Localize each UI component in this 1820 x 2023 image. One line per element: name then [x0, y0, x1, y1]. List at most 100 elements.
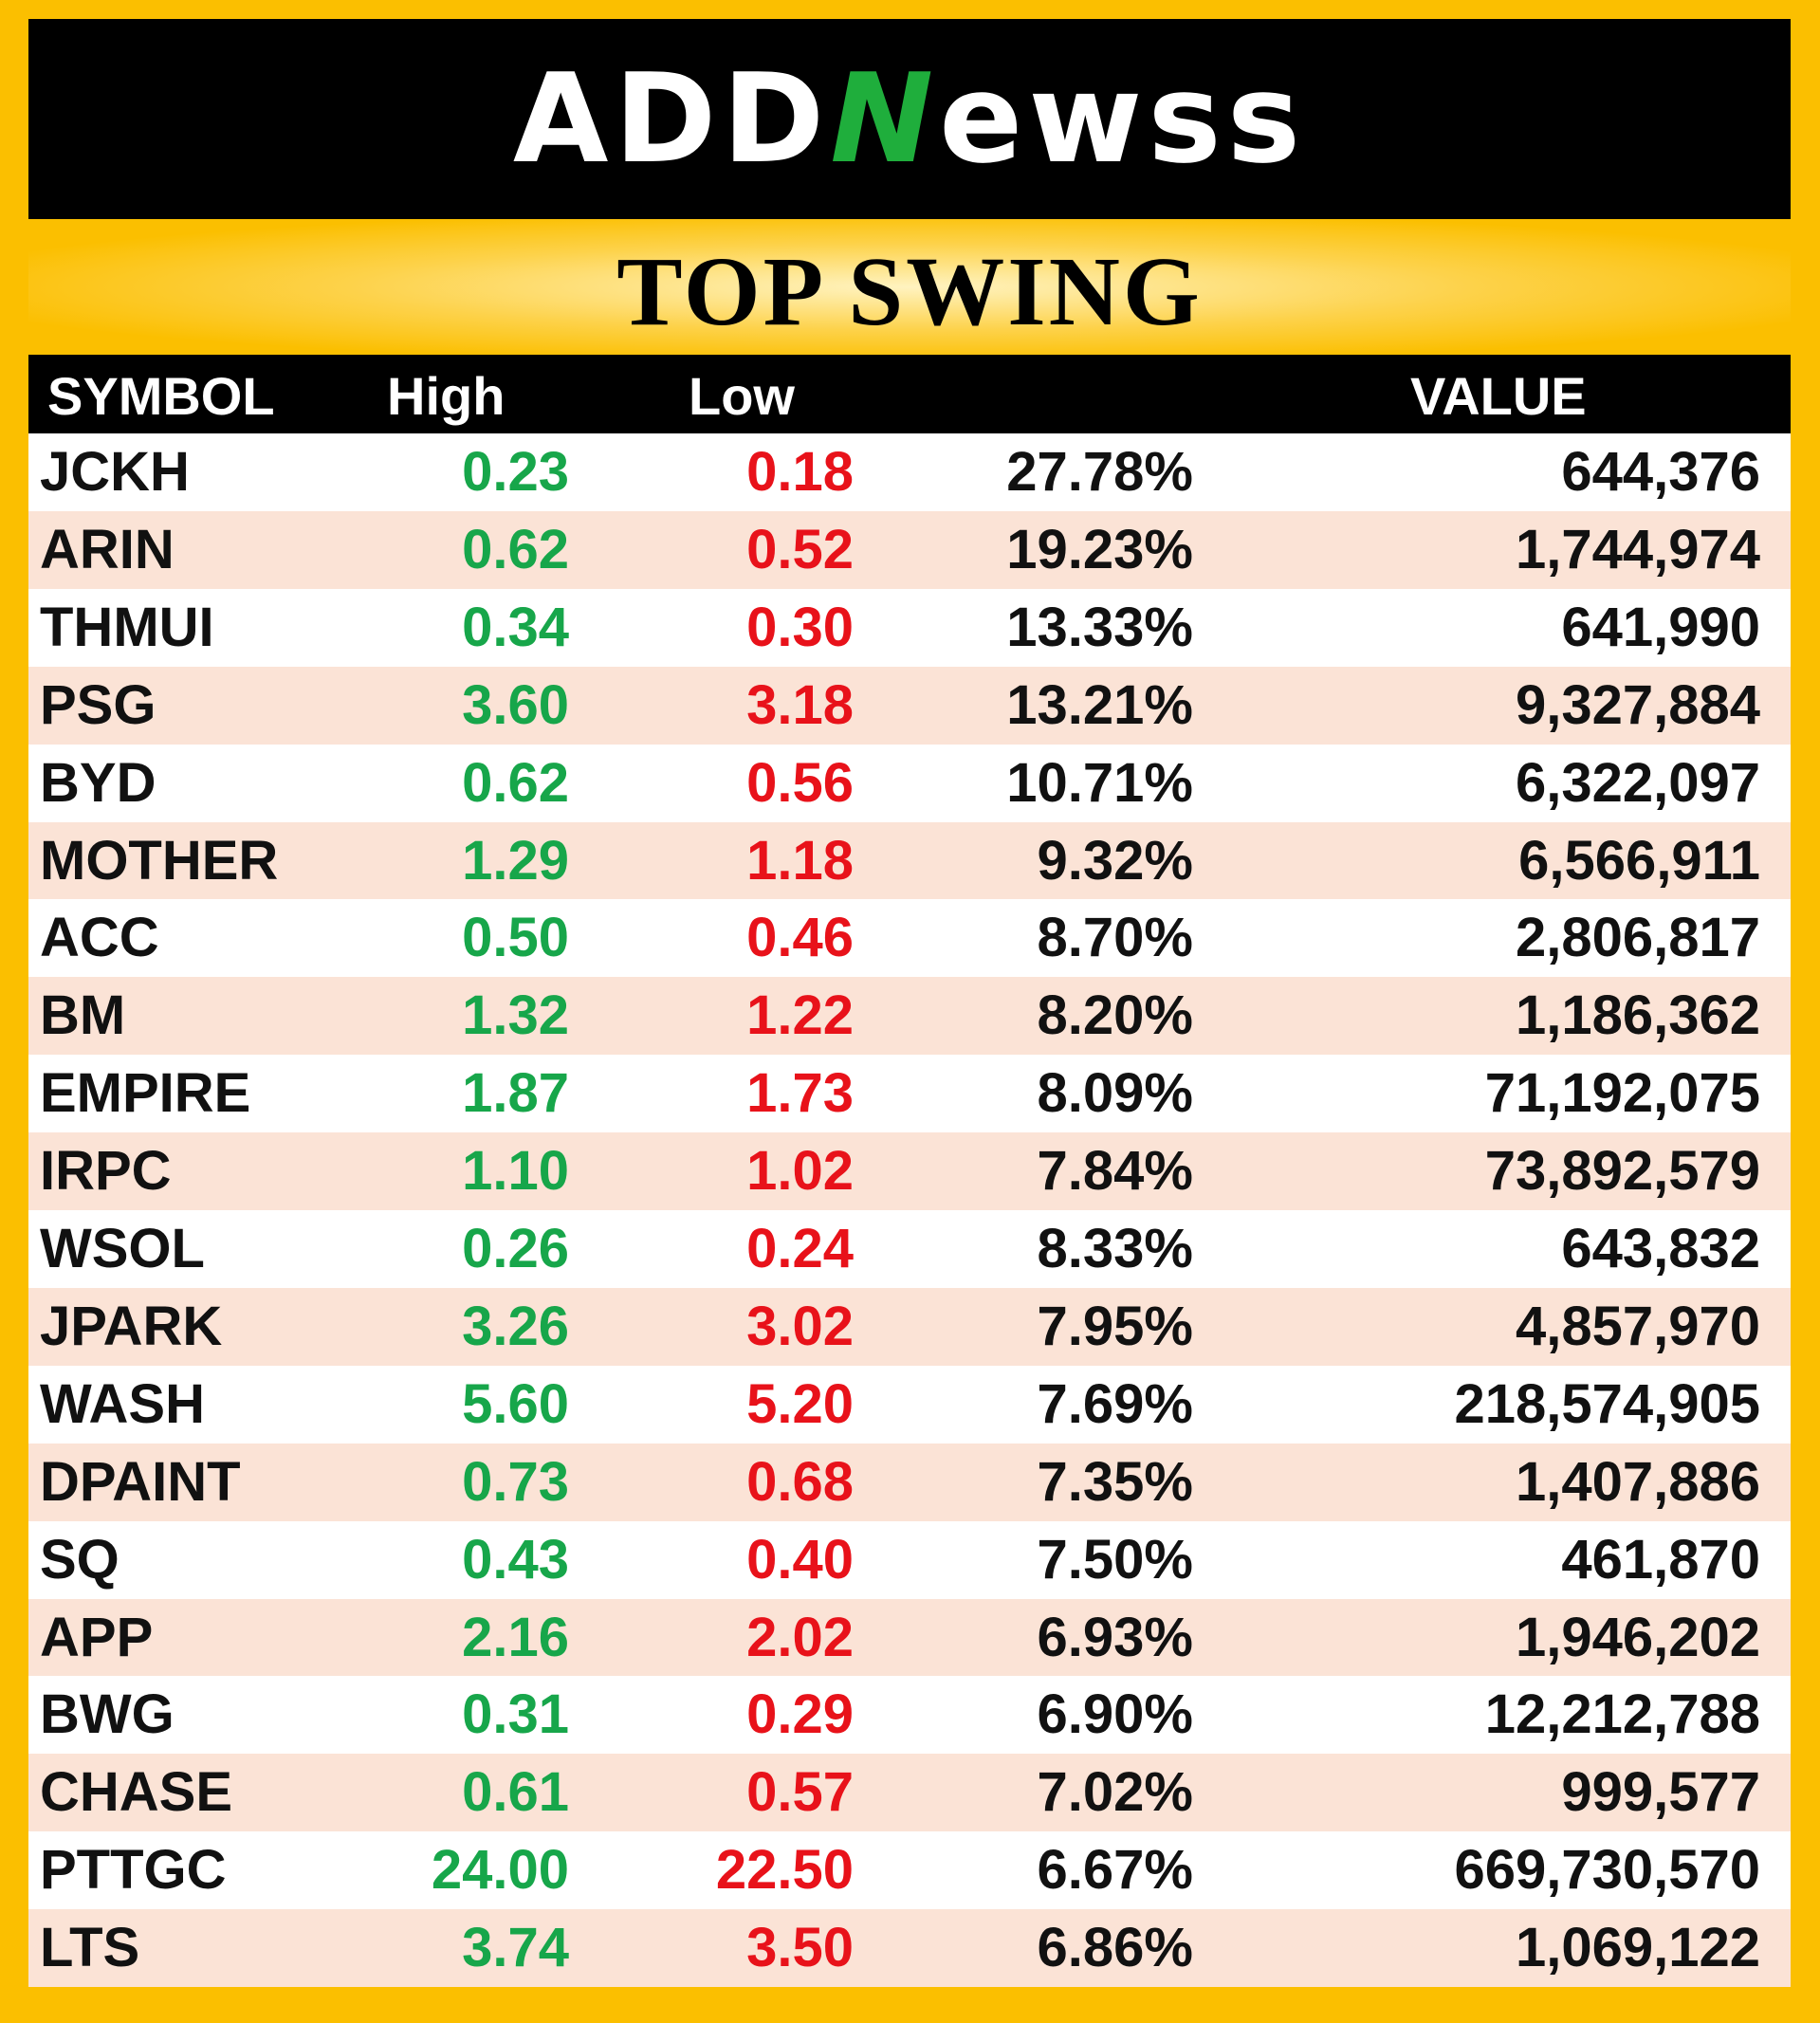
table-cell: 0.31: [462, 1683, 569, 1746]
table-cell: THMUI: [40, 596, 214, 658]
table-cell: 1,744,974: [1515, 518, 1760, 580]
table-row: EMPIRE 1.87 1.73 8.09% 71,192,075: [28, 1055, 1791, 1133]
table-cell: 1.02: [746, 1140, 854, 1203]
table-cell: 644,376: [1561, 441, 1760, 503]
title: TOP SWING: [616, 237, 1203, 346]
table-cell: 6.93%: [1037, 1606, 1193, 1668]
table-cell: 8.09%: [1037, 1062, 1193, 1125]
table-row: CHASE 0.61 0.57 7.02% 999,577: [28, 1754, 1791, 1832]
table-cell: 643,832: [1561, 1218, 1760, 1279]
table-cell: 3.26: [462, 1295, 569, 1357]
table-cell: 7.02%: [1037, 1761, 1193, 1824]
table-cell: 641,990: [1561, 596, 1760, 658]
table-cell: BWG: [40, 1683, 175, 1746]
table-cell: 3.02: [746, 1295, 854, 1357]
table-cell: LTS: [40, 1917, 140, 1979]
logo-mark: N: [830, 46, 940, 191]
table-cell: 9.32%: [1037, 829, 1193, 892]
table-cell: 8.70%: [1037, 907, 1193, 969]
table-cell: 0.46: [746, 907, 854, 969]
table-cell: 3.18: [746, 673, 854, 736]
table-cell: BM: [40, 984, 126, 1047]
table-row: DPAINT 0.73 0.68 7.35% 1,407,886: [28, 1443, 1791, 1521]
table-cell: 0.52: [746, 518, 854, 580]
table-cell: 7.84%: [1037, 1140, 1193, 1203]
table-cell: PTTGC: [40, 1839, 227, 1902]
table-cell: 5.60: [462, 1372, 569, 1435]
table-cell: 6.90%: [1037, 1683, 1193, 1746]
table-cell: 71,192,075: [1484, 1062, 1760, 1125]
table-cell: 3.50: [746, 1917, 854, 1979]
table-cell: SQ: [40, 1528, 119, 1591]
table-row: BWG 0.31 0.29 6.90% 12,212,788: [28, 1676, 1791, 1755]
column-header: VALUE: [1410, 366, 1587, 426]
table-cell: 7.50%: [1037, 1528, 1193, 1591]
table-cell: 0.18: [746, 441, 854, 503]
table-cell: 27.78%: [1006, 441, 1193, 503]
column-header: SYMBOL: [47, 366, 275, 426]
table-cell: 0.56: [746, 751, 854, 814]
table-cell: 7.69%: [1037, 1372, 1193, 1435]
table-cell: CHASE: [40, 1761, 233, 1824]
table-header: SYMBOL High Low VALUE: [28, 355, 1791, 433]
table-cell: 1.10: [462, 1140, 569, 1203]
table-cell: 3.60: [462, 673, 569, 736]
table-row: WSOL 0.26 0.24 8.33% 643,832: [28, 1210, 1791, 1288]
table-cell: 5.20: [746, 1372, 854, 1435]
table-row: JCKH 0.23 0.18 27.78% 644,376: [28, 433, 1791, 511]
table-cell: 1.73: [746, 1062, 854, 1125]
table-cell: WASH: [40, 1372, 205, 1435]
table-cell: 0.43: [462, 1528, 569, 1591]
table-row: THMUI 0.34 0.30 13.33% 641,990: [28, 588, 1791, 667]
table-row: JPARK 3.26 3.02 7.95% 4,857,970: [28, 1287, 1791, 1366]
table-cell: 9,327,884: [1515, 673, 1760, 736]
logo-text: ADD: [512, 46, 831, 191]
logo-text: ewss: [939, 46, 1307, 191]
table-cell: 0.34: [462, 596, 569, 658]
table-cell: APP: [40, 1606, 154, 1668]
table-cell: 0.73: [462, 1450, 569, 1513]
table-cell: 6,322,097: [1515, 751, 1760, 814]
table-cell: 1.18: [746, 829, 854, 892]
table-cell: 8.20%: [1037, 984, 1193, 1047]
table-cell: 4,857,970: [1515, 1295, 1760, 1357]
table-cell: 0.23: [462, 441, 569, 503]
table-cell: WSOL: [40, 1218, 205, 1279]
table-cell: 1,407,886: [1515, 1450, 1760, 1513]
table-cell: 1,186,362: [1515, 984, 1760, 1047]
table-cell: 24.00: [431, 1839, 569, 1902]
table-cell: 0.30: [746, 596, 854, 658]
table-cell: 999,577: [1561, 1761, 1760, 1824]
table-row: SQ 0.43 0.40 7.50% 461,870: [28, 1520, 1791, 1599]
table-cell: 461,870: [1561, 1528, 1760, 1591]
table-cell: 19.23%: [1006, 518, 1193, 580]
table-cell: 218,574,905: [1454, 1372, 1760, 1435]
table-cell: 2.02: [746, 1606, 854, 1668]
table-row: LTS 3.74 3.50 6.86% 1,069,122: [28, 1909, 1791, 1988]
table-cell: 1.32: [462, 984, 569, 1047]
title-band: TOP SWING: [28, 219, 1791, 355]
table-cell: 13.33%: [1006, 596, 1193, 658]
table-cell: 0.68: [746, 1450, 854, 1513]
table-cell: ACC: [40, 907, 159, 969]
table-cell: 2,806,817: [1515, 907, 1760, 969]
table-cell: 0.62: [462, 518, 569, 580]
logo: ADDNewss: [28, 57, 1791, 180]
table-row: MOTHER 1.29 1.18 9.32% 6,566,911: [28, 821, 1791, 900]
table-cell: IRPC: [40, 1140, 172, 1203]
table-cell: 1,946,202: [1515, 1606, 1760, 1668]
table-cell: DPAINT: [40, 1450, 241, 1513]
table-cell: 0.50: [462, 907, 569, 969]
table-cell: 0.24: [746, 1218, 854, 1279]
table-row: BYD 0.62 0.56 10.71% 6,322,097: [28, 744, 1791, 822]
table-cell: 73,892,579: [1484, 1140, 1760, 1203]
table-cell: JPARK: [40, 1295, 223, 1357]
table-cell: 6.67%: [1037, 1839, 1193, 1902]
banner: ADDNewss: [28, 19, 1791, 219]
table-cell: 0.26: [462, 1218, 569, 1279]
table-cell: 1,069,122: [1515, 1917, 1760, 1979]
table-row: PTTGC 24.00 22.50 6.67% 669,730,570: [28, 1831, 1791, 1910]
table-cell: 6,566,911: [1518, 829, 1760, 892]
table-cell: JCKH: [40, 441, 190, 503]
